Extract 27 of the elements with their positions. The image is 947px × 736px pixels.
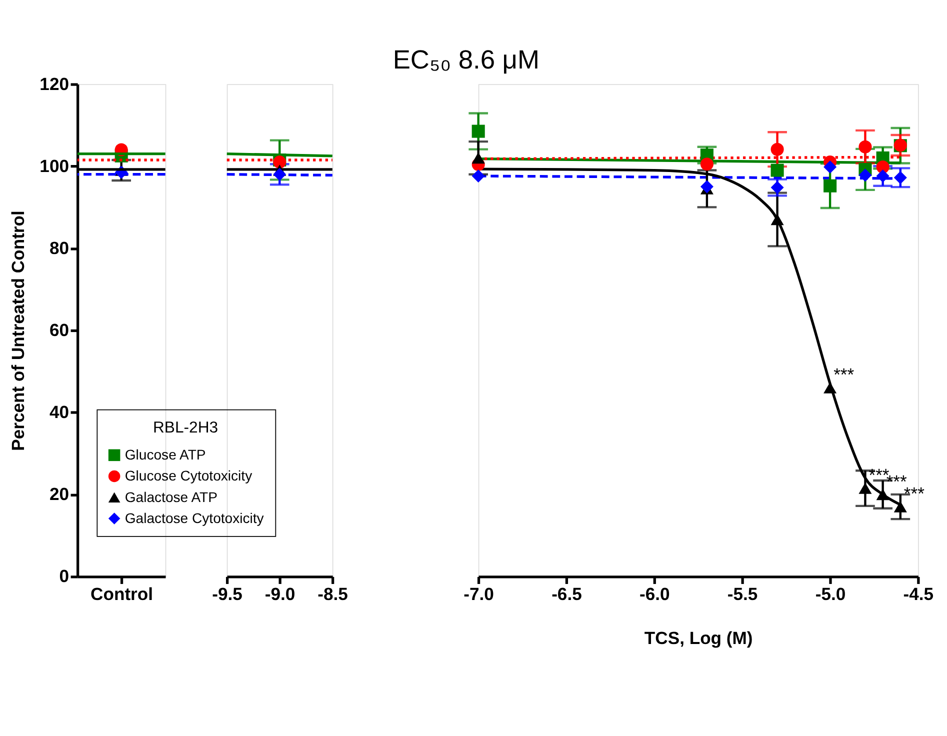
x-tick-label: -6.0 <box>639 584 670 604</box>
y-tick-label: 120 <box>40 74 70 94</box>
legend-label: Glucose Cytotoxicity <box>124 468 252 484</box>
x-tick-label: -7.0 <box>464 584 494 604</box>
y-tick-label: 0 <box>59 566 70 586</box>
legend-title: RBL-2H3 <box>153 419 218 436</box>
x-tick-label: -5.5 <box>727 584 758 604</box>
x-tick-label: -8.5 <box>318 584 348 604</box>
x-tick-label: -9.0 <box>264 584 296 604</box>
y-axis-title: Percent of Untreated Control <box>8 210 28 451</box>
annotation: *** <box>834 364 854 385</box>
x-tick-label: -4.5 <box>903 584 934 604</box>
chart-title: EC₅₀ 8.6 μM <box>392 44 540 74</box>
legend-label: Galactose ATP <box>124 488 218 505</box>
x-tick-label: Control <box>90 584 154 604</box>
legend-label: Galactose Cytotoxicity <box>124 510 264 526</box>
y-tick-label: 80 <box>49 238 70 258</box>
x-tick-label: -5.0 <box>815 584 846 604</box>
y-tick-label: 40 <box>49 402 70 422</box>
x-axis-title: TCS, Log (M) <box>644 628 753 648</box>
y-tick-label: 20 <box>49 484 70 504</box>
x-tick-label: -6.5 <box>552 584 582 604</box>
y-tick-label: 60 <box>49 320 70 340</box>
x-tick-label: -9.5 <box>212 584 243 604</box>
annotation: *** <box>904 484 925 504</box>
y-tick-label: 100 <box>40 156 70 176</box>
legend-label: Glucose ATP <box>124 446 206 463</box>
